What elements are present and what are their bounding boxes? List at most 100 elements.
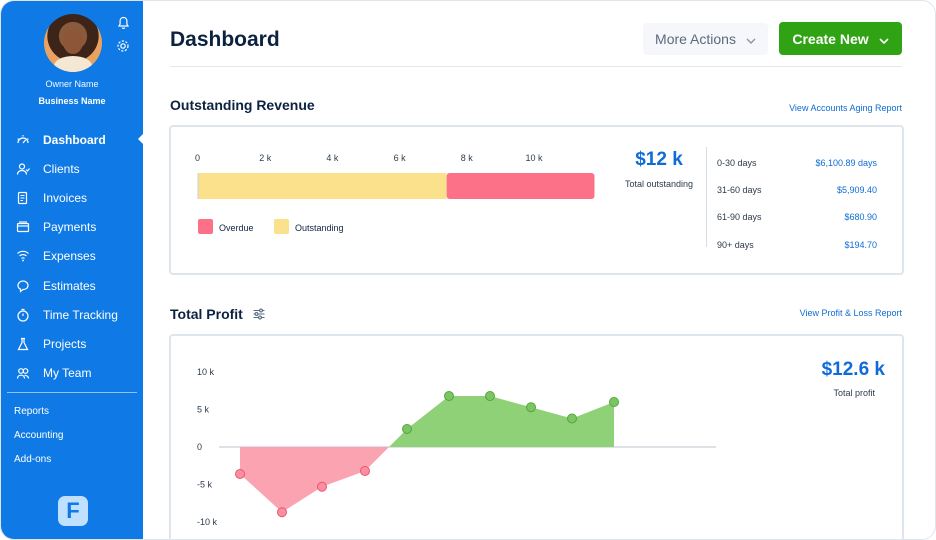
sidebar-item-payments[interactable]: Payments [1, 213, 143, 242]
clients-icon [16, 162, 30, 176]
sidebar-item-label: Time Tracking [43, 307, 118, 322]
sidebar-item-label: Projects [43, 336, 87, 351]
business-name: Business Name [38, 96, 106, 106]
outstanding-revenue-title: Outstanding Revenue [170, 97, 315, 113]
data-point [317, 481, 327, 492]
y-tick-label: 0 [197, 442, 202, 452]
sidebar-item-label: Dashboard [43, 132, 106, 147]
data-point [485, 391, 495, 401]
y-tick-label: 5 k [197, 405, 210, 415]
x-tick-label: 8 k [461, 153, 474, 163]
more-actions-button[interactable]: More Actions [643, 23, 768, 55]
outstanding-revenue-chart: 0 2 k 4 k 6 k 8 k 10 k Overdue Outstanding [195, 153, 595, 234]
sidebar-item-my-team[interactable]: My Team [1, 359, 143, 388]
positive-area [389, 396, 614, 447]
aging-amount[interactable]: $194.70 [844, 239, 877, 250]
flask-icon [16, 337, 30, 351]
legend-overdue-swatch [198, 219, 213, 234]
negative-area [240, 447, 389, 513]
total-profit-chart: 10 k 5 k 0 -5 k -10 k [197, 367, 716, 527]
chevron-down-icon [746, 31, 756, 47]
sidebar-item-label: My Team [43, 366, 92, 381]
total-profit-label: Total profit [833, 388, 875, 398]
sidebar: Owner Name Business Name Dashboard Clien… [1, 1, 143, 539]
sidebar-item-clients[interactable]: Clients [1, 154, 143, 183]
aging-range: 61-90 days [717, 212, 762, 223]
legend-overdue: Overdue [219, 223, 254, 233]
aging-row: 0-30 days $6,100.89 days [717, 149, 877, 176]
sidebar-item-dashboard[interactable]: Dashboard [1, 125, 143, 154]
sidebar-item-reports[interactable]: Reports [14, 405, 50, 417]
y-tick-label: -5 k [197, 480, 213, 490]
data-point [526, 402, 536, 413]
x-tick-label: 4 k [326, 153, 339, 163]
sidebar-nav: Dashboard Clients Invoices Payments Expe… [1, 125, 143, 388]
data-point [609, 397, 619, 407]
aging-amount[interactable]: $5,909.40 [836, 184, 877, 195]
expenses-icon [16, 249, 30, 263]
filter-settings-icon[interactable] [252, 307, 266, 321]
sidebar-item-accounting[interactable]: Accounting [14, 430, 64, 442]
outstanding-revenue-card [169, 125, 904, 275]
aging-range: 90+ days [717, 239, 754, 250]
x-tick-label: 2 k [259, 153, 272, 163]
aging-range: 0-30 days [717, 157, 757, 168]
stopwatch-icon [16, 308, 30, 322]
y-tick-label: 10 k [197, 367, 215, 377]
total-profit-title: Total Profit [170, 306, 243, 322]
total-profit-value: $12.6 k [821, 359, 885, 380]
payments-icon [16, 220, 30, 234]
sidebar-item-label: Invoices [43, 190, 88, 205]
gear-icon[interactable] [115, 38, 131, 54]
data-point [235, 469, 245, 479]
sidebar-item-label: Clients [43, 161, 80, 176]
aging-amount[interactable]: $6,100.89 days [815, 157, 877, 168]
sidebar-item-add-ons[interactable]: Add-ons [14, 454, 52, 466]
aging-list: 0-30 days $6,100.89 days 31-60 days $5,9… [717, 149, 877, 258]
brand-logo-letter: F [66, 498, 80, 523]
sidebar-item-invoices[interactable]: Invoices [1, 183, 143, 212]
sidebar-item-label: Expenses [43, 249, 96, 264]
sidebar-item-label: Payments [43, 220, 97, 235]
total-outstanding-label: Total outstanding [624, 179, 694, 189]
data-point [402, 424, 412, 434]
bar-overdue [446, 173, 595, 199]
legend-outstanding-swatch [274, 219, 289, 234]
sidebar-item-estimates[interactable]: Estimates [1, 271, 143, 300]
sidebar-item-expenses[interactable]: Expenses [1, 242, 143, 271]
y-tick-label: -10 k [197, 517, 218, 527]
header-divider [170, 66, 902, 67]
sidebar-item-label: Estimates [43, 278, 96, 293]
x-tick-label: 0 [195, 153, 200, 163]
owner-name: Owner Name [45, 79, 99, 89]
data-point [360, 466, 370, 476]
bell-icon[interactable] [115, 15, 131, 31]
team-icon [16, 366, 30, 380]
data-point [277, 507, 287, 518]
view-accounts-aging-link[interactable]: View Accounts Aging Report [789, 103, 902, 113]
sidebar-item-projects[interactable]: Projects [1, 329, 143, 358]
create-new-button[interactable]: Create New [779, 22, 902, 55]
chevron-down-icon [879, 31, 889, 47]
aging-row: 61-90 days $680.90 [717, 204, 877, 231]
view-profit-loss-link[interactable]: View Profit & Loss Report [799, 308, 902, 318]
data-point [567, 413, 577, 424]
sidebar-secondary-nav: Reports Accounting Add-ons [1, 399, 143, 472]
more-actions-label: More Actions [655, 31, 736, 47]
avatar[interactable] [44, 14, 102, 72]
create-new-label: Create New [792, 30, 869, 47]
x-tick-label: 10 k [525, 153, 543, 163]
x-tick-label: 6 k [394, 153, 407, 163]
invoices-icon [16, 191, 30, 205]
sidebar-item-time-tracking[interactable]: Time Tracking [1, 300, 143, 329]
brand-logo[interactable]: F [58, 496, 88, 526]
aging-amount[interactable]: $680.90 [844, 212, 877, 223]
aging-row: 90+ days $194.70 [717, 231, 877, 258]
aging-row: 31-60 days $5,909.40 [717, 176, 877, 203]
bar-outstanding [198, 173, 447, 199]
aging-range: 31-60 days [717, 184, 762, 195]
dashboard-icon [16, 133, 30, 147]
aging-divider [706, 147, 707, 247]
data-point [444, 391, 454, 401]
